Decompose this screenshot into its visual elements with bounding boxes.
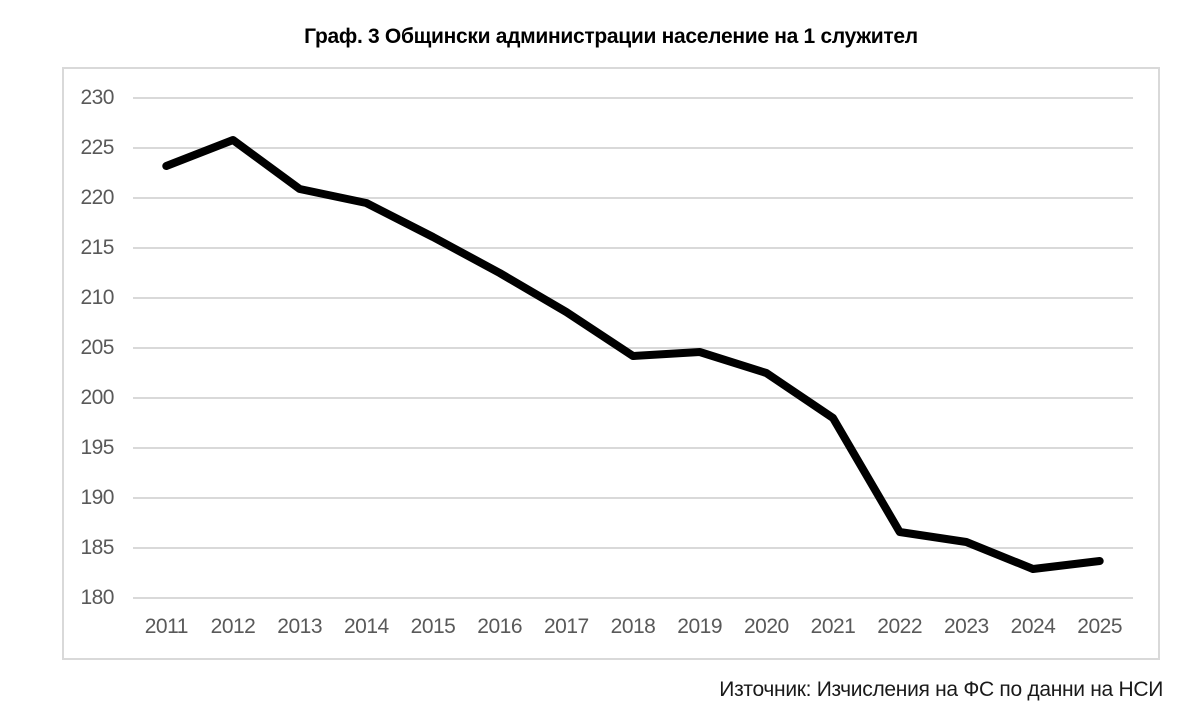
line-chart [133, 97, 1133, 599]
x-axis-label: 2014 [343, 615, 389, 638]
x-axis-label: 2021 [810, 615, 856, 638]
x-axis-label: 2024 [1010, 615, 1056, 638]
y-axis-label: 220 [80, 186, 114, 209]
x-axis-label: 2012 [210, 615, 256, 638]
x-axis-label: 2011 [144, 615, 189, 638]
x-axis-label: 2015 [410, 615, 456, 638]
chart-title: Граф. 3 Общински администрации население… [304, 25, 918, 48]
y-axis-label: 200 [80, 386, 114, 409]
x-axis-label: 2018 [610, 615, 656, 638]
x-axis-label: 2022 [877, 615, 923, 638]
y-axis-label: 225 [80, 136, 114, 159]
y-axis-label: 205 [80, 336, 114, 359]
x-axis-label: 2016 [477, 615, 523, 638]
y-axis-label: 195 [80, 436, 114, 459]
source-note: Източник: Изчисления на ФС по данни на Н… [719, 678, 1163, 701]
x-axis-label: 2025 [1077, 615, 1123, 638]
y-axis-label: 190 [80, 486, 114, 509]
x-axis-label: 2019 [677, 615, 723, 638]
x-axis-label: 2023 [943, 615, 989, 638]
x-axis-label: 2013 [277, 615, 323, 638]
y-axis-label: 210 [80, 286, 114, 309]
chart-frame: 230 225 220 215 210 205 200 195 190 185 180 2011 20… [62, 67, 1160, 660]
x-axis-label: 2017 [543, 615, 589, 638]
y-axis-label: 215 [80, 236, 114, 259]
data-series-line [162, 136, 1104, 573]
y-axis-label: 180 [80, 586, 114, 609]
y-axis-label: 185 [80, 536, 114, 559]
y-axis-label: 230 [80, 86, 114, 109]
x-axis-label: 2020 [743, 615, 789, 638]
